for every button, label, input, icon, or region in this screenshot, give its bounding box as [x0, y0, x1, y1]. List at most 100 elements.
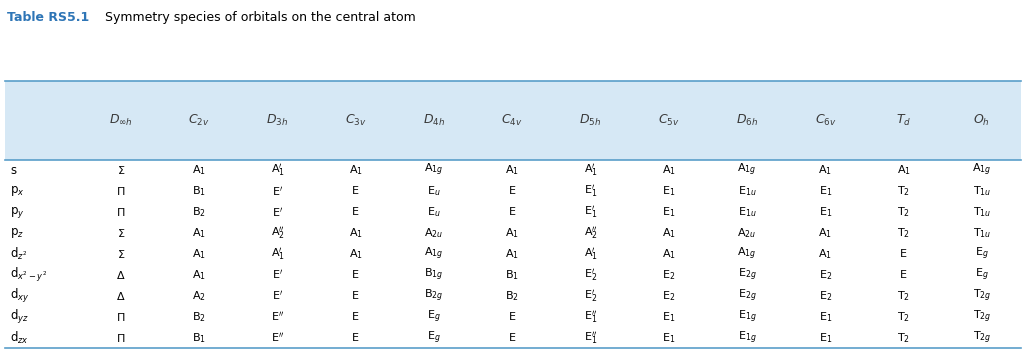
Text: $O_h$: $O_h$: [974, 113, 990, 128]
Text: B$_2$: B$_2$: [505, 289, 520, 303]
Text: $C_{3v}$: $C_{3v}$: [345, 113, 366, 128]
Text: T$_2$: T$_2$: [897, 184, 910, 198]
Text: E$''$: E$''$: [271, 310, 284, 323]
Text: E$_u$: E$_u$: [428, 205, 441, 219]
Text: p$_y$: p$_y$: [10, 205, 25, 220]
Text: p$_z$: p$_z$: [10, 226, 25, 240]
Text: E: E: [352, 291, 359, 301]
Text: B$_{2g}$: B$_{2g}$: [425, 288, 444, 304]
Bar: [5, 81, 1021, 160]
Text: T$_2$: T$_2$: [897, 205, 910, 219]
Text: d$_{x^2-y^2}$: d$_{x^2-y^2}$: [10, 266, 47, 284]
Text: B$_2$: B$_2$: [192, 310, 207, 324]
Text: E: E: [508, 312, 516, 322]
Text: T$_{1u}$: T$_{1u}$: [973, 205, 991, 219]
Text: s: s: [10, 164, 16, 177]
Text: E$_{2g}$: E$_{2g}$: [738, 267, 756, 283]
Text: T$_{1u}$: T$_{1u}$: [973, 184, 991, 198]
Text: A$_1$: A$_1$: [192, 268, 207, 282]
Text: E$_g$: E$_g$: [975, 246, 988, 262]
Text: E$_g$: E$_g$: [975, 267, 988, 283]
Text: $\Sigma$: $\Sigma$: [117, 227, 125, 239]
Text: A$_1$: A$_1$: [192, 247, 207, 261]
Text: $C_{4v}$: $C_{4v}$: [501, 113, 523, 128]
Text: A$_2''$: A$_2''$: [583, 225, 597, 241]
Text: T$_{2g}$: T$_{2g}$: [973, 330, 991, 346]
Text: E$_1$: E$_1$: [818, 331, 832, 345]
Text: E: E: [508, 207, 516, 217]
Text: E$_{1g}$: E$_{1g}$: [738, 309, 756, 325]
Text: E$'$: E$'$: [272, 269, 283, 281]
Text: $D_{5h}$: $D_{5h}$: [579, 113, 602, 128]
Text: E$'$: E$'$: [272, 206, 283, 219]
Text: E$_2'$: E$_2'$: [584, 267, 597, 283]
Text: E$_1'$: E$_1'$: [584, 183, 597, 199]
Text: $\Delta$: $\Delta$: [117, 269, 126, 281]
Text: A$_{1g}$: A$_{1g}$: [972, 162, 991, 178]
Text: $C_{5v}$: $C_{5v}$: [658, 113, 679, 128]
Text: B$_1$: B$_1$: [505, 268, 520, 282]
Text: A$_1'$: A$_1'$: [583, 246, 597, 262]
Text: E$_{2g}$: E$_{2g}$: [738, 288, 756, 304]
Text: $\Sigma$: $\Sigma$: [117, 248, 125, 260]
Text: A$_{2u}$: A$_{2u}$: [425, 226, 444, 240]
Text: T$_{2g}$: T$_{2g}$: [973, 288, 991, 304]
Text: A$_2$: A$_2$: [192, 289, 207, 303]
Text: $\Pi$: $\Pi$: [117, 311, 126, 323]
Text: A$_1$: A$_1$: [818, 226, 833, 240]
Text: E$_{1u}$: E$_{1u}$: [738, 205, 756, 219]
Text: d$_{yz}$: d$_{yz}$: [10, 308, 30, 326]
Text: A$_{1g}$: A$_{1g}$: [738, 162, 757, 178]
Text: d$_{zx}$: d$_{zx}$: [10, 330, 29, 346]
Text: E$_g$: E$_g$: [428, 330, 441, 346]
Text: A$_1$: A$_1$: [192, 226, 207, 240]
Text: $\Pi$: $\Pi$: [117, 206, 126, 218]
Text: E: E: [352, 312, 359, 322]
Text: A$_1$: A$_1$: [349, 163, 363, 177]
Text: $D_{\infty h}$: $D_{\infty h}$: [109, 113, 133, 128]
Text: A$_{2u}$: A$_{2u}$: [738, 226, 757, 240]
Text: A$_1$: A$_1$: [896, 163, 910, 177]
Text: T$_{1u}$: T$_{1u}$: [973, 226, 991, 240]
Text: E$_2$: E$_2$: [818, 289, 832, 303]
Text: E$_{1u}$: E$_{1u}$: [738, 184, 756, 198]
Text: $D_{3h}$: $D_{3h}$: [266, 113, 288, 128]
Text: $D_{6h}$: $D_{6h}$: [736, 113, 758, 128]
Text: T$_{2g}$: T$_{2g}$: [973, 309, 991, 325]
Text: A$_1$: A$_1$: [662, 226, 676, 240]
Text: B$_2$: B$_2$: [192, 205, 207, 219]
Text: $T_d$: $T_d$: [896, 113, 911, 128]
Text: E$_1$: E$_1$: [818, 205, 832, 219]
Text: E$_1$: E$_1$: [662, 310, 675, 324]
Text: E$_1$: E$_1$: [818, 310, 832, 324]
Text: T$_2$: T$_2$: [897, 331, 910, 345]
Text: B$_1$: B$_1$: [192, 184, 207, 198]
Text: E$_{1g}$: E$_{1g}$: [738, 330, 756, 346]
Text: E$_u$: E$_u$: [428, 184, 441, 198]
Text: A$_1'$: A$_1'$: [583, 162, 597, 178]
Text: d$_{z^2}$: d$_{z^2}$: [10, 246, 28, 262]
Text: $\Sigma$: $\Sigma$: [117, 164, 125, 176]
Text: T$_2$: T$_2$: [897, 226, 910, 240]
Text: E$'$: E$'$: [272, 289, 283, 302]
Text: $\Pi$: $\Pi$: [117, 332, 126, 344]
Text: $\Delta$: $\Delta$: [117, 290, 126, 302]
Text: $D_{4h}$: $D_{4h}$: [422, 113, 445, 128]
Text: E$_1$: E$_1$: [818, 184, 832, 198]
Text: A$_1$: A$_1$: [349, 226, 363, 240]
Text: E: E: [900, 249, 907, 259]
Text: A$_1$: A$_1$: [505, 163, 520, 177]
Text: E$_1''$: E$_1''$: [584, 330, 597, 346]
Text: E$_2$: E$_2$: [662, 268, 675, 282]
Text: A$_1$: A$_1$: [349, 247, 363, 261]
Text: E$_1$: E$_1$: [662, 184, 675, 198]
Text: E$_1''$: E$_1''$: [584, 309, 597, 325]
Text: E: E: [352, 333, 359, 343]
Text: E: E: [508, 333, 516, 343]
Text: A$_1$: A$_1$: [192, 163, 207, 177]
Text: E$_g$: E$_g$: [428, 309, 441, 325]
Text: T$_2$: T$_2$: [897, 289, 910, 303]
Text: T$_2$: T$_2$: [897, 310, 910, 324]
Text: E: E: [352, 207, 359, 217]
Text: A$_1$: A$_1$: [505, 247, 520, 261]
